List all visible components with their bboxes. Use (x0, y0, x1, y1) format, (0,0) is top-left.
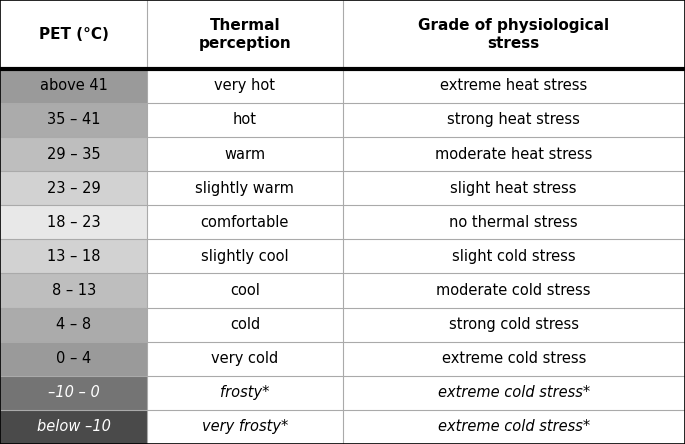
Text: warm: warm (224, 147, 266, 162)
Bar (0, 410, 147, 444)
Text: slightly cool: slightly cool (201, 249, 288, 264)
Bar (0, 69, 147, 103)
Text: moderate heat stress: moderate heat stress (435, 147, 593, 162)
Text: 23 – 29: 23 – 29 (47, 181, 101, 196)
Text: 4 – 8: 4 – 8 (56, 317, 91, 332)
Text: slight heat stress: slight heat stress (451, 181, 577, 196)
Bar (0, 103, 147, 137)
Text: 0 – 4: 0 – 4 (56, 351, 91, 366)
Bar (0, 205, 147, 239)
Bar (0, 239, 147, 274)
Text: slight cold stress: slight cold stress (452, 249, 575, 264)
Text: extreme cold stress*: extreme cold stress* (438, 420, 590, 434)
Text: –10 – 0: –10 – 0 (48, 385, 99, 400)
Text: below –10: below –10 (37, 420, 110, 434)
Text: 18 – 23: 18 – 23 (47, 215, 101, 230)
Text: strong heat stress: strong heat stress (447, 112, 580, 127)
Text: very frosty*: very frosty* (201, 420, 288, 434)
Text: cool: cool (230, 283, 260, 298)
Text: 8 – 13: 8 – 13 (51, 283, 96, 298)
Text: Thermal
perception: Thermal perception (199, 18, 291, 51)
Text: strong cold stress: strong cold stress (449, 317, 579, 332)
Text: frosty*: frosty* (220, 385, 270, 400)
Bar (0, 274, 147, 308)
Bar (0, 137, 147, 171)
Text: cold: cold (229, 317, 260, 332)
Text: moderate cold stress: moderate cold stress (436, 283, 591, 298)
Text: 35 – 41: 35 – 41 (47, 112, 101, 127)
Text: comfortable: comfortable (201, 215, 289, 230)
Bar (0, 308, 147, 342)
Text: 13 – 18: 13 – 18 (47, 249, 101, 264)
Bar (0, 342, 147, 376)
Bar (0, 171, 147, 205)
Text: very cold: very cold (211, 351, 279, 366)
Text: above 41: above 41 (40, 79, 108, 93)
Text: extreme heat stress: extreme heat stress (440, 79, 587, 93)
Text: extreme cold stress*: extreme cold stress* (438, 385, 590, 400)
Text: slightly warm: slightly warm (195, 181, 295, 196)
Text: hot: hot (233, 112, 257, 127)
Text: no thermal stress: no thermal stress (449, 215, 578, 230)
Bar (0, 376, 147, 410)
Text: extreme cold stress: extreme cold stress (442, 351, 586, 366)
Text: Grade of physiological
stress: Grade of physiological stress (418, 18, 610, 51)
Text: PET (°C): PET (°C) (38, 27, 109, 42)
Text: very hot: very hot (214, 79, 275, 93)
Text: 29 – 35: 29 – 35 (47, 147, 101, 162)
